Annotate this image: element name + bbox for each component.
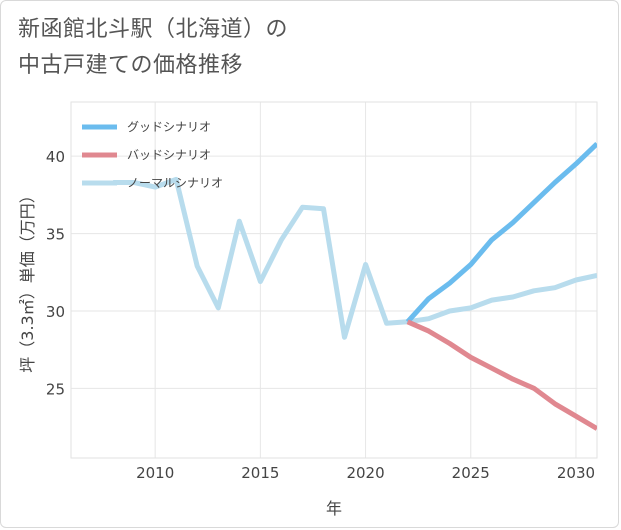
y-tick-label: 35 xyxy=(46,226,65,244)
x-tick-label: 2025 xyxy=(452,464,490,482)
chart-title-line-2: 中古戸建ての価格推移 xyxy=(18,53,244,78)
legend-label: ノーマルシナリオ xyxy=(127,176,223,190)
series-group xyxy=(113,141,597,431)
y-tick-label: 30 xyxy=(46,303,65,321)
grid xyxy=(71,102,597,458)
plot-area xyxy=(70,101,598,459)
x-axis: 2010 2015 2020 2025 2030 xyxy=(136,464,595,482)
x-axis-title: 年 xyxy=(326,499,342,518)
x-tick-label: 2020 xyxy=(346,464,384,482)
y-axis-title: 坪（3.3㎡）単価（万円） xyxy=(18,187,37,372)
legend-label: グッドシナリオ xyxy=(127,120,211,134)
x-tick-label: 2015 xyxy=(241,464,279,482)
chart-title-line-1: 新函館北斗駅（北海道）の xyxy=(18,17,289,42)
series-line-1 xyxy=(406,319,597,431)
x-tick-label: 2030 xyxy=(557,464,595,482)
y-axis: 25 30 35 40 xyxy=(46,148,65,398)
y-tick-label: 25 xyxy=(46,380,65,398)
series-line-2 xyxy=(113,176,597,340)
legend-label: バッドシナリオ xyxy=(127,148,211,162)
y-tick-label: 40 xyxy=(46,148,65,166)
chart-title: 新函館北斗駅（北海道）の 中古戸建ての価格推移 xyxy=(18,12,288,84)
x-tick-label: 2010 xyxy=(136,464,174,482)
series-line-0 xyxy=(405,141,597,324)
